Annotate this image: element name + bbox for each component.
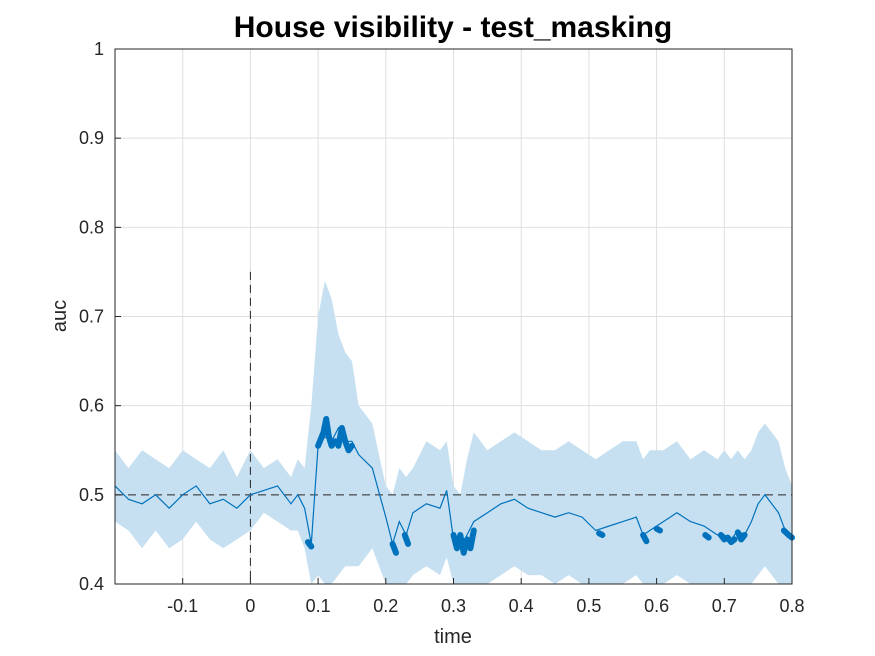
significant-segment xyxy=(401,532,412,547)
significant-segment xyxy=(653,525,663,534)
y-ticks: 0.4 0.5 0.6 0.7 0.8 0.9 1 xyxy=(79,39,121,594)
x-axis-label: time xyxy=(434,626,472,648)
x-tick-label: 0.8 xyxy=(779,596,804,616)
series-line xyxy=(114,426,793,550)
x-tick-label: 0 xyxy=(245,596,255,616)
y-tick-label: 0.9 xyxy=(79,128,104,148)
chart-title: House visibility - test_masking xyxy=(234,11,672,44)
y-axis-label: auc xyxy=(49,300,71,332)
x-tick-label: 0.6 xyxy=(644,596,669,616)
y-tick-label: 0.8 xyxy=(79,217,104,237)
significant-segment xyxy=(304,539,315,550)
x-tick-label: 0.2 xyxy=(373,596,398,616)
y-tick-label: 0.4 xyxy=(79,574,104,594)
significant-segment xyxy=(315,416,338,449)
confidence-band xyxy=(115,280,792,584)
significant-segment xyxy=(335,425,355,454)
x-tick-label: 0.7 xyxy=(712,596,737,616)
x-ticks: -0.1 0 0.1 0.2 0.3 0.4 0.5 0.6 0.7 0.8 xyxy=(167,578,805,616)
x-tick-label: 0.1 xyxy=(306,596,331,616)
y-tick-label: 0.7 xyxy=(79,307,104,327)
x-tick-label: -0.1 xyxy=(167,596,198,616)
significant-segment xyxy=(596,530,606,538)
significant-segment xyxy=(780,527,795,541)
y-tick-label: 0.6 xyxy=(79,396,104,416)
significant-segments xyxy=(304,416,795,556)
significant-segment xyxy=(450,527,477,556)
significant-segment xyxy=(734,529,748,543)
x-tick-label: 0.5 xyxy=(576,596,601,616)
x-tick-label: 0.4 xyxy=(509,596,534,616)
significant-segment xyxy=(717,532,738,546)
y-tick-label: 1 xyxy=(94,39,104,59)
significant-segment xyxy=(702,532,712,541)
y-tick-label: 0.5 xyxy=(79,485,104,505)
x-tick-label: 0.3 xyxy=(441,596,466,616)
significant-segment xyxy=(389,540,399,556)
significant-segment xyxy=(640,532,650,545)
